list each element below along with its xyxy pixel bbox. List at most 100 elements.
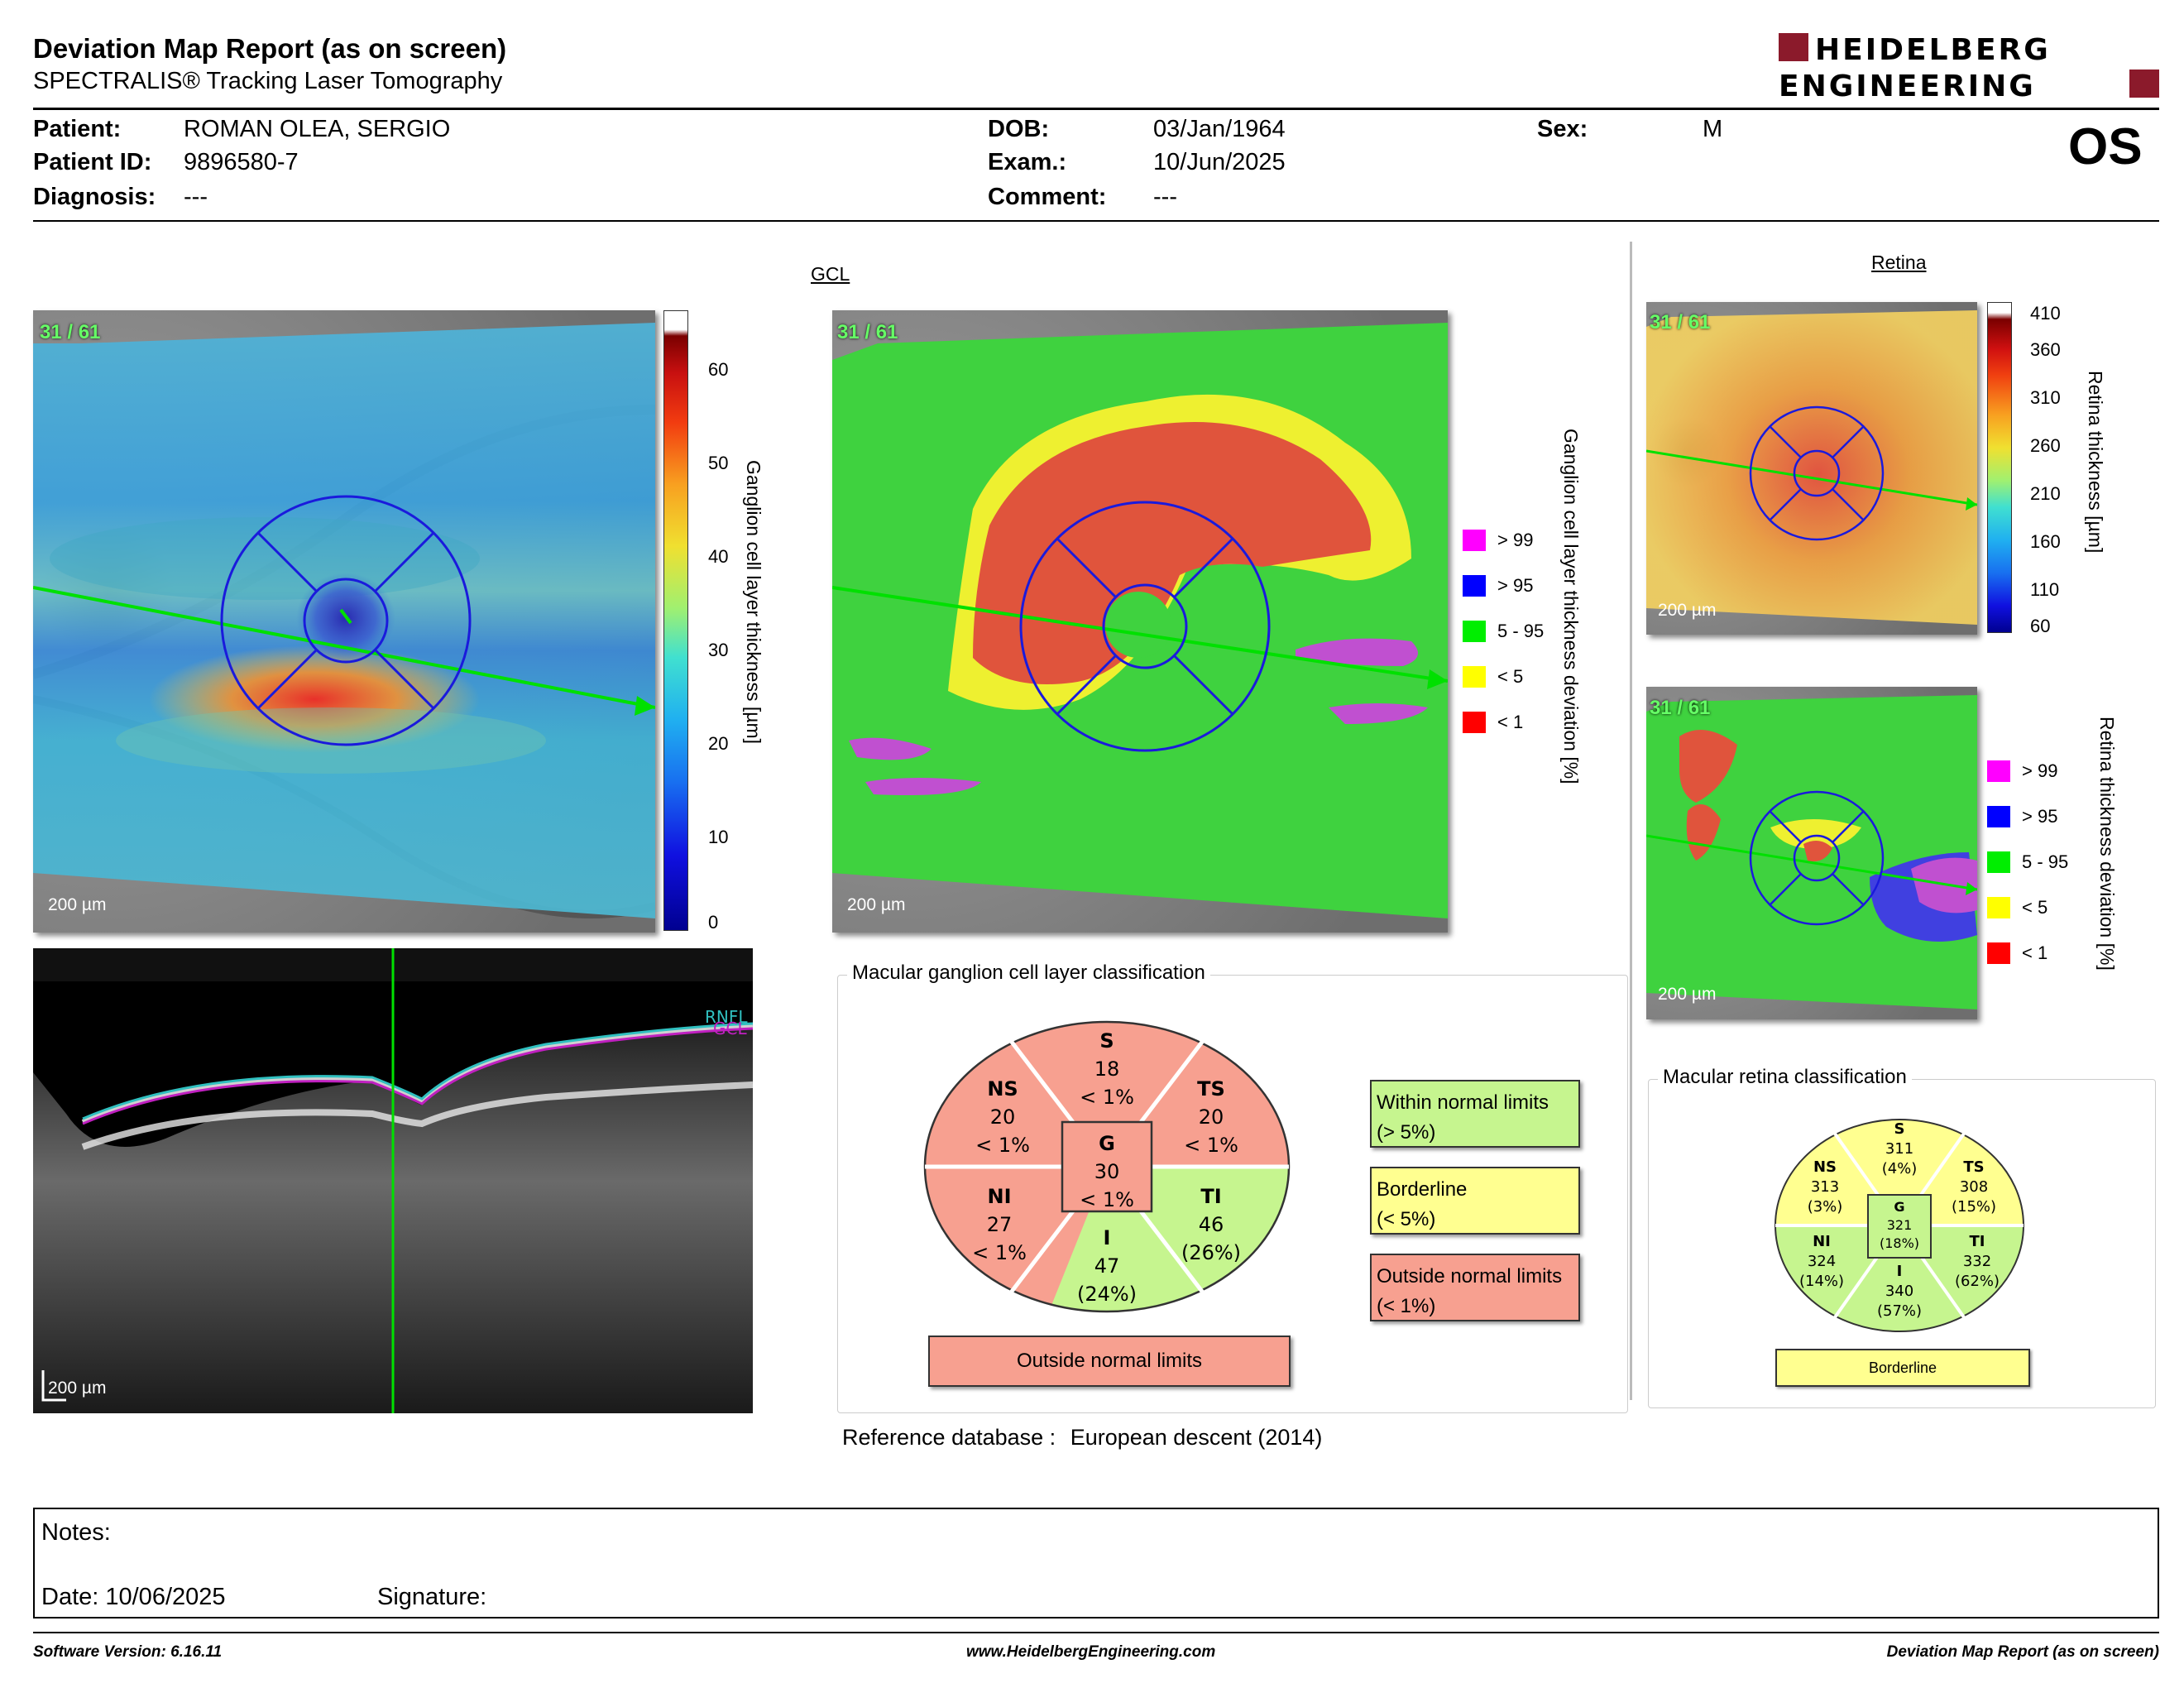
gcl-section-title[interactable]: GCL — [811, 263, 850, 285]
oct-bscan[interactable]: RNFL GCL — [33, 948, 753, 1413]
dob-value: 03/Jan/1964 — [1153, 116, 1286, 142]
legend-swatch — [1987, 805, 2010, 827]
rsector-ti-pct: (62%) — [1955, 1273, 2000, 1290]
heidelberg-logo: HEIDELBERG ENGINEERING — [1779, 33, 2159, 103]
retina-tick: 160 — [2030, 531, 2061, 552]
retina-classification-title: Macular retina classification — [1658, 1066, 1912, 1089]
rsector-i-label: I — [1897, 1263, 1903, 1280]
rsector-ti-value: 332 — [1963, 1253, 1991, 1270]
rsector-i-value: 340 — [1885, 1283, 1913, 1300]
oct-scale: 200 µm — [48, 1379, 107, 1398]
legend-swatch — [1463, 620, 1486, 642]
rsector-ni-label: NI — [1813, 1233, 1831, 1250]
retina-tick: 310 — [2030, 387, 2061, 408]
gcl-tick: 40 — [708, 546, 729, 567]
report-title: Deviation Map Report (as on screen) — [33, 33, 507, 64]
sector-ts-label: TS — [1197, 1077, 1225, 1101]
patient-rule — [33, 220, 2159, 222]
rsector-ns-pct: (3%) — [1808, 1198, 1843, 1216]
rsector-ns-label: NS — [1813, 1158, 1837, 1176]
sector-g-value: 30 — [1094, 1160, 1120, 1183]
legend-label: < 1 — [2022, 942, 2048, 963]
retina-thickness-colorbar — [1987, 302, 2012, 633]
retina-tick: 60 — [2030, 616, 2051, 636]
notes-box[interactable]: Notes: Date: 10/06/2025 Signature: — [33, 1508, 2159, 1618]
footer-website[interactable]: www.HeidelbergEngineering.com — [966, 1643, 1216, 1661]
reference-value: European descent (2014) — [1070, 1425, 1323, 1450]
rsector-ti-label: TI — [1970, 1233, 1985, 1250]
sex-label: Sex: — [1537, 116, 1588, 142]
retina-tick: 360 — [2030, 339, 2061, 360]
rsector-s-value: 311 — [1885, 1140, 1913, 1158]
legend-label: < 5 — [2022, 896, 2048, 918]
gcl-thickness-colorbar — [663, 310, 688, 931]
rsector-g-value: 321 — [1887, 1217, 1913, 1233]
sector-s-value: 18 — [1094, 1057, 1120, 1081]
rsector-g-label: G — [1894, 1199, 1904, 1215]
notes-date: Date: 10/06/2025 — [41, 1584, 226, 1610]
sector-g-label: G — [1099, 1132, 1115, 1155]
comment-label: Comment: — [988, 184, 1107, 210]
gcl-classification-title: Macular ganglion cell layer classificati… — [847, 961, 1210, 985]
retina-deviation-scan-count: 31 / 61 — [1650, 697, 1711, 719]
gcl-deviation-map[interactable] — [832, 310, 1448, 933]
sector-ni-pct: < 1% — [972, 1241, 1027, 1264]
rsector-i-pct: (57%) — [1877, 1302, 1922, 1320]
sector-i-value: 47 — [1094, 1254, 1120, 1278]
rsector-s-label: S — [1894, 1120, 1905, 1138]
report-subtitle: SPECTRALIS® Tracking Laser Tomography — [33, 68, 503, 94]
footer-rule — [33, 1632, 2159, 1633]
legend-label: > 95 — [1497, 574, 1534, 596]
rsector-ns-value: 313 — [1811, 1178, 1839, 1196]
category-within-normal: Within normal limits (> 5%) — [1370, 1080, 1580, 1148]
legend-swatch — [1987, 851, 2010, 873]
legend-swatch — [1463, 574, 1486, 597]
retina-classification-result: Borderline — [1775, 1349, 2030, 1387]
retina-deviation-map[interactable] — [1646, 687, 1977, 1019]
sector-ns-label: NS — [987, 1077, 1018, 1101]
gcl-sector-diagram: S 18 < 1% NS 20 < 1% TS 20 < 1% G 30 < 1… — [923, 1020, 1291, 1313]
category-borderline: Borderline (< 5%) — [1370, 1167, 1580, 1235]
retina-tick: 210 — [2030, 483, 2061, 504]
logo-text-1: HEIDELBERG — [1815, 33, 2051, 67]
rsector-ts-value: 308 — [1960, 1178, 1988, 1196]
comment-value: --- — [1153, 184, 1177, 210]
legend-swatch — [1987, 942, 2010, 964]
patient-id: 9896580-7 — [184, 149, 299, 175]
category-range: (< 5%) — [1377, 1208, 1436, 1230]
category-label: Borderline — [1377, 1178, 1468, 1201]
sector-ni-value: 27 — [987, 1213, 1013, 1236]
gcl-tick: 30 — [708, 640, 729, 660]
retina-thickness-map[interactable] — [1646, 302, 1977, 635]
category-range: (< 1%) — [1377, 1295, 1436, 1317]
gcl-thickness-map[interactable] — [33, 310, 655, 933]
reference-database: Reference database : European descent (2… — [842, 1425, 1322, 1451]
legend-label: > 99 — [1497, 529, 1534, 550]
exam-value: 10/Jun/2025 — [1153, 149, 1286, 175]
gcl-tick: 10 — [708, 827, 729, 847]
sector-ti-value: 46 — [1199, 1213, 1224, 1236]
sex-value: M — [1703, 116, 1723, 142]
oct-rnfl-label: RNFL — [705, 1007, 748, 1027]
notes-label: Notes: — [41, 1519, 111, 1546]
legend-label: 5 - 95 — [1497, 620, 1545, 641]
sector-s-label: S — [1099, 1029, 1114, 1053]
legend-label: > 95 — [2022, 805, 2058, 827]
legend-label: < 1 — [1497, 711, 1524, 732]
rsector-ts-pct: (15%) — [1952, 1198, 1996, 1216]
gcl-thickness-scale: 200 µm — [48, 895, 107, 914]
sector-ts-pct: < 1% — [1184, 1134, 1238, 1157]
sector-i-label: I — [1104, 1226, 1111, 1249]
rsector-ts-label: TS — [1963, 1158, 1984, 1176]
legend-swatch — [1987, 896, 2010, 918]
notes-signature: Signature: — [377, 1584, 487, 1610]
diagnosis-value: --- — [184, 184, 208, 210]
gcl-tick: 50 — [708, 453, 729, 473]
retina-thickness-scan-count: 31 / 61 — [1650, 311, 1711, 333]
gcl-tick: 0 — [708, 912, 719, 933]
category-label: Outside normal limits — [1377, 1265, 1563, 1288]
eye-indicator: OS — [2068, 118, 2143, 175]
rsector-ni-value: 324 — [1808, 1253, 1836, 1270]
retina-section-title[interactable]: Retina — [1871, 252, 1927, 273]
